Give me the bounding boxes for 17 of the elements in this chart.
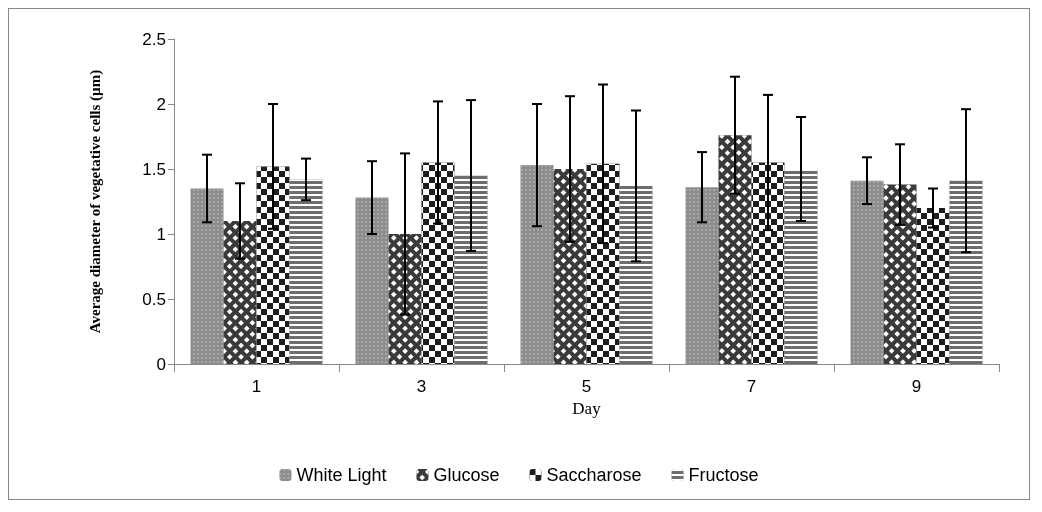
y-tick-label: 1	[156, 224, 166, 244]
y-tick-label: 2	[156, 94, 166, 114]
legend-label: Saccharose	[546, 465, 642, 485]
y-tick-label: 2.5	[142, 29, 166, 49]
x-tick-label: 3	[416, 377, 427, 396]
y-tick-label: 0.5	[142, 289, 166, 309]
x-tick-label: 1	[251, 377, 262, 396]
x-axis-title: Day	[572, 398, 602, 418]
x-tick-label: 9	[911, 377, 922, 396]
y-tick-label: 0	[156, 354, 166, 374]
y-axis-title: Average diameter of vegetative cells (µm)	[87, 69, 104, 334]
y-tick-label: 1.5	[142, 159, 166, 179]
legend-label: White Light	[296, 465, 387, 485]
x-tick-label: 7	[746, 377, 757, 396]
x-tick-label: 5	[581, 377, 592, 396]
legend-label: Fructose	[688, 465, 759, 485]
legend-label: Glucose	[433, 465, 500, 485]
